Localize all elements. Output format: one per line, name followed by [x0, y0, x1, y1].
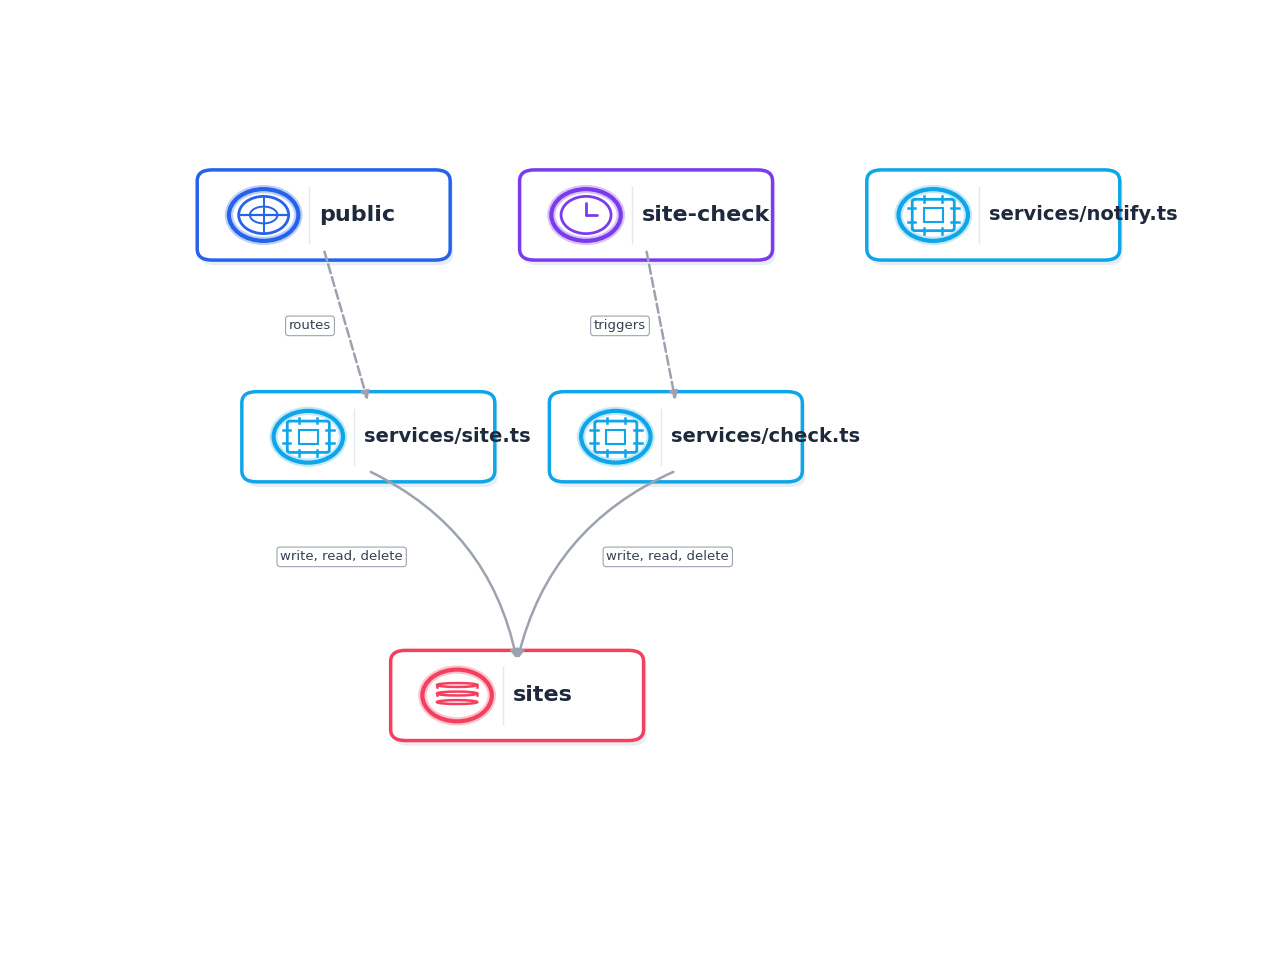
FancyBboxPatch shape: [390, 650, 644, 740]
Text: site-check: site-check: [641, 205, 769, 225]
Text: services/check.ts: services/check.ts: [672, 427, 860, 446]
FancyBboxPatch shape: [200, 175, 453, 265]
FancyBboxPatch shape: [522, 175, 776, 265]
Bar: [300, 430, 317, 444]
Text: public: public: [319, 205, 396, 225]
Bar: [607, 430, 625, 444]
Text: triggers: triggers: [594, 320, 646, 332]
FancyBboxPatch shape: [242, 392, 495, 482]
Text: sites: sites: [513, 685, 572, 706]
Text: routes: routes: [289, 320, 332, 332]
FancyBboxPatch shape: [520, 170, 773, 260]
FancyBboxPatch shape: [394, 656, 646, 746]
Text: services/site.ts: services/site.ts: [364, 427, 530, 446]
FancyBboxPatch shape: [549, 392, 803, 482]
FancyBboxPatch shape: [870, 175, 1123, 265]
FancyBboxPatch shape: [244, 396, 498, 487]
FancyBboxPatch shape: [553, 396, 805, 487]
FancyBboxPatch shape: [867, 170, 1120, 260]
Text: write, read, delete: write, read, delete: [280, 550, 403, 564]
Text: write, read, delete: write, read, delete: [607, 550, 730, 564]
Bar: [924, 208, 942, 222]
Text: services/notify.ts: services/notify.ts: [989, 205, 1178, 225]
FancyBboxPatch shape: [197, 170, 451, 260]
